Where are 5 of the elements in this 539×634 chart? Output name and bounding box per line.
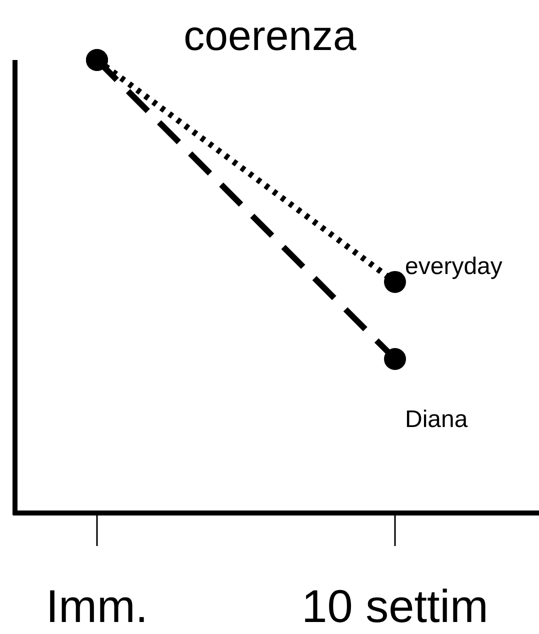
series-label: everyday (405, 252, 502, 280)
x-tick-label: 10 settim (302, 580, 488, 632)
chart-title: coerenza (184, 12, 358, 59)
series-label: Diana (405, 406, 468, 433)
x-tick-label: Imm. (46, 580, 148, 632)
